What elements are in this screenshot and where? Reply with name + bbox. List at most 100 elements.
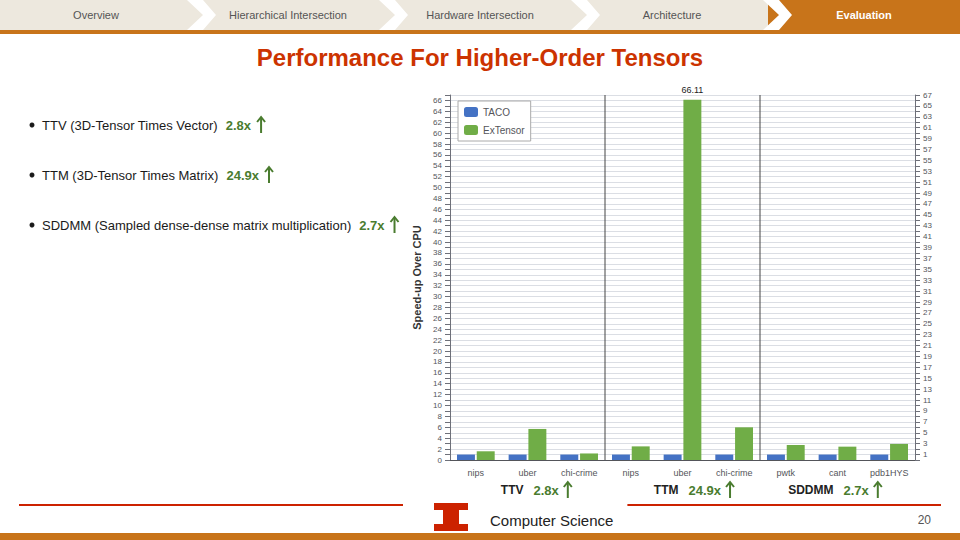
svg-text:2.7x: 2.7x	[359, 218, 385, 233]
svg-text:7: 7	[923, 417, 928, 426]
svg-text:32: 32	[433, 281, 442, 290]
svg-text:46: 46	[433, 205, 442, 214]
svg-text:TTV (3D-Tensor Times Vector): TTV (3D-Tensor Times Vector)	[42, 118, 218, 133]
svg-text:36: 36	[433, 259, 442, 268]
svg-text:26: 26	[433, 314, 442, 323]
svg-text:41: 41	[923, 232, 932, 241]
svg-text:4: 4	[438, 434, 443, 443]
svg-text:52: 52	[433, 172, 442, 181]
svg-text:TTM (3D-Tensor Times Matrix): TTM (3D-Tensor Times Matrix)	[42, 168, 218, 183]
svg-text:Architecture: Architecture	[643, 9, 702, 21]
svg-text:44: 44	[433, 216, 442, 225]
svg-text:17: 17	[923, 363, 932, 372]
svg-text:30: 30	[433, 292, 442, 301]
svg-text:34: 34	[433, 270, 442, 279]
svg-text:51: 51	[923, 178, 932, 187]
svg-text:24.9x: 24.9x	[226, 168, 259, 183]
svg-text:55: 55	[923, 156, 932, 165]
svg-text:56: 56	[433, 150, 442, 159]
svg-text:21: 21	[923, 341, 932, 350]
svg-text:24: 24	[433, 325, 442, 334]
svg-text:47: 47	[923, 199, 932, 208]
svg-text:67: 67	[923, 91, 932, 100]
svg-text:64: 64	[433, 107, 442, 116]
svg-text:33: 33	[923, 276, 932, 285]
svg-text:45: 45	[923, 210, 932, 219]
svg-text:14: 14	[433, 379, 442, 388]
svg-text:12: 12	[433, 390, 442, 399]
svg-text:ExTensor: ExTensor	[483, 125, 525, 136]
svg-text:2.8x: 2.8x	[226, 118, 252, 133]
svg-text:19: 19	[923, 352, 932, 361]
svg-text:25: 25	[923, 319, 932, 328]
svg-text:57: 57	[923, 145, 932, 154]
svg-text:31: 31	[923, 287, 932, 296]
svg-text:SDDMM (Sampled dense-dense mat: SDDMM (Sampled dense-dense matrix multip…	[42, 218, 351, 233]
svg-text:63: 63	[923, 112, 932, 121]
svg-text:cant: cant	[829, 468, 847, 478]
svg-text:9: 9	[923, 406, 928, 415]
svg-text:11: 11	[923, 396, 932, 405]
svg-text:22: 22	[433, 336, 442, 345]
svg-text:10: 10	[433, 401, 442, 410]
svg-text:chi-crime: chi-crime	[561, 468, 598, 478]
svg-text:54: 54	[433, 161, 442, 170]
svg-text:uber: uber	[518, 468, 536, 478]
svg-text:61: 61	[923, 123, 932, 132]
svg-text:18: 18	[433, 357, 442, 366]
svg-text:5: 5	[923, 428, 928, 437]
svg-text:6: 6	[438, 423, 443, 432]
svg-text:50: 50	[433, 183, 442, 192]
svg-text:Overview: Overview	[73, 9, 119, 21]
svg-text:Performance For Higher-Order T: Performance For Higher-Order Tensors	[257, 44, 703, 71]
svg-text:66.11: 66.11	[681, 85, 703, 95]
svg-text:8: 8	[438, 412, 443, 421]
svg-text:66: 66	[433, 96, 442, 105]
svg-text:SDDMM: SDDMM	[788, 483, 833, 497]
svg-text:16: 16	[433, 368, 442, 377]
svg-text:28: 28	[433, 303, 442, 312]
svg-text:TTV: TTV	[501, 483, 524, 497]
svg-text:nips: nips	[623, 468, 640, 478]
svg-text:2.8x: 2.8x	[534, 483, 560, 498]
svg-text:pwtk: pwtk	[777, 468, 796, 478]
svg-text:29: 29	[923, 298, 932, 307]
svg-text:1: 1	[923, 450, 928, 459]
svg-text:13: 13	[923, 385, 932, 394]
svg-text:Computer Science: Computer Science	[490, 512, 613, 529]
svg-text:20: 20	[918, 513, 932, 527]
svg-text:60: 60	[433, 129, 442, 138]
svg-text:40: 40	[433, 238, 442, 247]
svg-text:Hardware Intersection: Hardware Intersection	[426, 9, 534, 21]
svg-text:15: 15	[923, 374, 932, 383]
svg-text:62: 62	[433, 118, 442, 127]
svg-text:2.7x: 2.7x	[844, 483, 870, 498]
svg-text:38: 38	[433, 248, 442, 257]
svg-text:39: 39	[923, 243, 932, 252]
svg-text:37: 37	[923, 254, 932, 263]
svg-text:48: 48	[433, 194, 442, 203]
svg-text:TTM: TTM	[654, 483, 679, 497]
svg-text:uber: uber	[673, 468, 691, 478]
svg-text:53: 53	[923, 167, 932, 176]
svg-text:27: 27	[923, 308, 932, 317]
svg-text:3: 3	[923, 439, 928, 448]
svg-text:24.9x: 24.9x	[689, 483, 722, 498]
svg-text:2: 2	[438, 445, 443, 454]
svg-text:Hierarchical Intersection: Hierarchical Intersection	[229, 9, 347, 21]
svg-text:TACO: TACO	[483, 107, 510, 118]
svg-text:23: 23	[923, 330, 932, 339]
svg-text:nips: nips	[468, 468, 485, 478]
svg-text:0: 0	[438, 456, 443, 465]
svg-text:35: 35	[923, 265, 932, 274]
svg-text:65: 65	[923, 101, 932, 110]
svg-text:43: 43	[923, 221, 932, 230]
svg-text:chi-crime: chi-crime	[716, 468, 753, 478]
svg-text:42: 42	[433, 227, 442, 236]
svg-text:pdb1HYS: pdb1HYS	[870, 468, 909, 478]
svg-text:Evaluation: Evaluation	[836, 9, 892, 21]
svg-text:49: 49	[923, 189, 932, 198]
svg-text:Speed-up Over CPU: Speed-up Over CPU	[411, 225, 423, 330]
svg-text:59: 59	[923, 134, 932, 143]
svg-text:20: 20	[433, 347, 442, 356]
